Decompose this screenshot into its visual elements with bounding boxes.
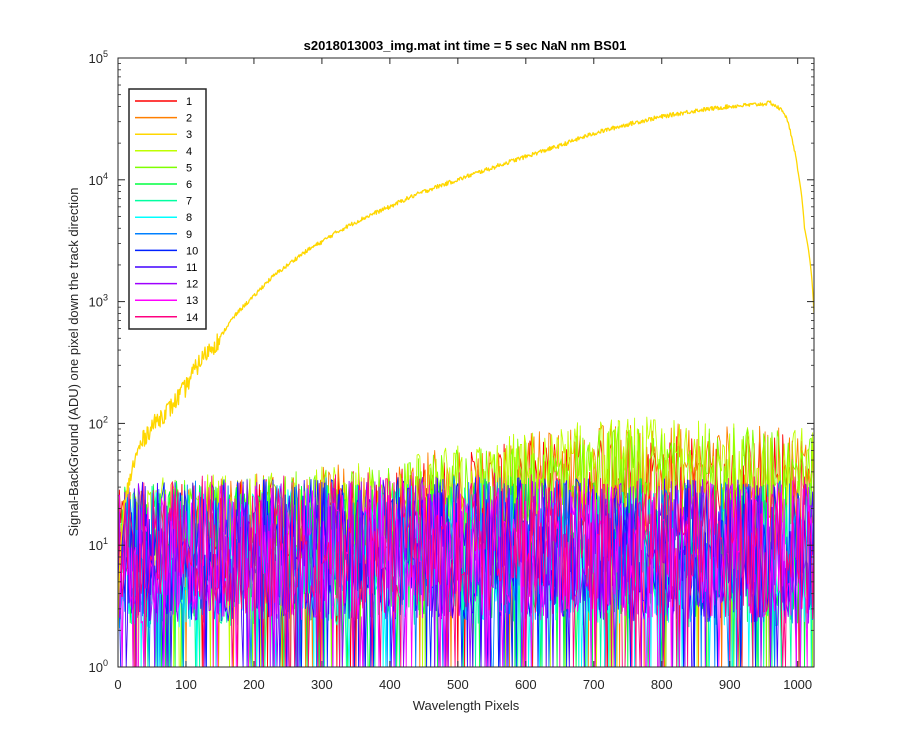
series-3-line <box>118 100 814 631</box>
legend-label-2: 2 <box>186 113 192 125</box>
x-tick-label: 400 <box>379 677 401 692</box>
y-tick-label: 102 <box>89 414 108 431</box>
legend-label-9: 9 <box>186 229 192 241</box>
legend-label-6: 6 <box>186 179 192 191</box>
y-tick-label: 100 <box>89 658 108 675</box>
legend-label-12: 12 <box>186 279 198 291</box>
legend-label-11: 11 <box>186 262 197 274</box>
series-layer <box>118 100 814 667</box>
x-tick-label: 900 <box>719 677 741 692</box>
legend-label-5: 5 <box>186 162 192 174</box>
legend-box <box>128 88 207 330</box>
y-axis-label: Signal-BackGround (ADU) one pixel down t… <box>66 187 81 536</box>
x-tick-label: 500 <box>447 677 469 692</box>
y-tick-label: 104 <box>89 171 108 188</box>
x-tick-label: 100 <box>175 677 197 692</box>
legend-label-7: 7 <box>186 196 192 208</box>
plot-frame <box>117 57 815 668</box>
y-tick-label: 101 <box>89 536 108 553</box>
legend-label-14: 14 <box>186 312 198 324</box>
x-axis-label: Wavelength Pixels <box>413 698 520 713</box>
series-14-line <box>118 472 814 667</box>
x-tick-label: 1000 <box>783 677 812 692</box>
x-axis: 0 100 200 300 400 500 600 700 800 900 1000 <box>114 58 812 692</box>
x-tick-label: 700 <box>583 677 605 692</box>
legend-label-8: 8 <box>186 212 192 224</box>
legend-label-3: 3 <box>186 129 192 141</box>
x-tick-label: 600 <box>515 677 537 692</box>
series-13-line <box>118 477 814 667</box>
x-tick-label: 800 <box>651 677 673 692</box>
x-tick-label: 200 <box>243 677 265 692</box>
legend-label-13: 13 <box>186 295 198 307</box>
chart-title: s2018013003_img.mat int time = 5 sec NaN… <box>304 38 627 53</box>
x-tick-label: 0 <box>114 677 121 692</box>
legend-label-4: 4 <box>186 146 192 158</box>
y-tick-label: 105 <box>89 49 108 66</box>
legend-label-1: 1 <box>186 96 192 108</box>
legend-label-10: 10 <box>186 245 198 257</box>
x-tick-label: 300 <box>311 677 333 692</box>
y-tick-label: 103 <box>89 293 108 310</box>
